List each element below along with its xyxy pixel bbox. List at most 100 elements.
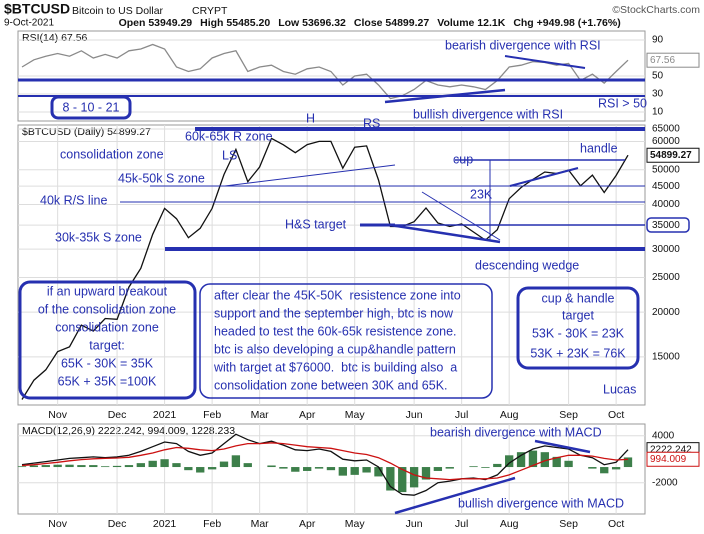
last-value-box	[646, 52, 700, 68]
series-line	[21, 442, 629, 481]
quote-item: Low 53696.32	[278, 17, 346, 29]
y-tick-label: 4000	[652, 430, 675, 441]
histogram-bar	[243, 463, 252, 468]
y-tick-label: 30	[652, 89, 664, 100]
histogram-bar	[481, 467, 490, 468]
annotations: bearish divergence with RSI 8 - 10 - 21 …	[38, 38, 647, 510]
histogram-bar	[41, 465, 50, 468]
quote-item: Volume 12.1K	[437, 17, 505, 29]
box-line: 65K - 30K = 35K	[61, 356, 154, 370]
last-value-label: 994.009	[650, 454, 687, 465]
last-value-label: 54899.27	[650, 150, 692, 161]
y-tick-label: 65000	[652, 124, 680, 135]
y-tick-label: 30000	[652, 244, 680, 255]
histogram-bar	[65, 464, 74, 468]
annotation: bearish divergence with MACD	[430, 425, 602, 439]
y-tick-label: 10	[652, 107, 664, 118]
annotation: H	[306, 111, 315, 125]
trend-line	[394, 476, 516, 515]
box-line: target:	[89, 338, 124, 352]
series-line	[21, 433, 629, 496]
histogram-bar	[552, 456, 561, 468]
note-box	[516, 286, 640, 370]
x-tick-label: Nov	[48, 409, 67, 421]
histogram-bar	[421, 467, 431, 480]
trend-line	[534, 439, 591, 454]
x-tick-label: Apr	[299, 518, 316, 530]
quote-item: High 55485.20	[200, 17, 270, 29]
panel-title: MACD(12,26,9) 2222.242, 994.009, 1228.23…	[22, 425, 235, 437]
annotation: 40k R/S line	[40, 193, 107, 207]
y-tick-label: 25000	[652, 272, 680, 283]
histogram-bar	[124, 465, 134, 468]
annotation: LS	[222, 148, 237, 162]
histogram-bar	[148, 460, 157, 468]
x-tick-label: Sep	[559, 409, 578, 421]
note-box	[18, 280, 197, 400]
x-tick-label: May	[345, 518, 366, 530]
histogram-bar	[540, 452, 549, 468]
histogram-bar	[29, 465, 39, 468]
histogram-bar	[267, 465, 276, 468]
wedge-line	[421, 191, 501, 241]
trend-line	[504, 55, 586, 69]
y-tick-label: 40000	[652, 199, 680, 210]
annotation: H&S target	[285, 217, 347, 231]
x-tick-label: Dec	[108, 409, 127, 421]
series-line	[21, 43, 629, 100]
quote-item: Chg +949.98 (+1.76%)	[513, 17, 620, 29]
annotation: 60k-65k R zone	[185, 129, 273, 143]
annotation: bearish divergence with RSI	[445, 38, 601, 52]
box-line: consolidation zone	[55, 320, 159, 334]
histogram-bar	[362, 467, 371, 473]
histogram-bar	[564, 460, 573, 468]
box-line: 53K + 23K = 76K	[530, 346, 626, 360]
box-line: btc is also developing a cup&handle patt…	[214, 342, 456, 356]
histogram-bar	[303, 467, 312, 471]
y-tick-label: 60000	[652, 136, 680, 147]
box-line: cup & handle	[542, 291, 615, 305]
x-tick-label: Jun	[406, 409, 423, 421]
x-tick-label: 2021	[153, 518, 177, 530]
neckline	[224, 164, 396, 187]
histogram-bar	[588, 467, 597, 469]
x-tick-label: Jul	[455, 409, 468, 421]
date: 9-Oct-2021	[4, 18, 54, 29]
last-value-box	[646, 147, 700, 163]
histogram-bar	[528, 450, 538, 468]
histogram-bar	[386, 467, 395, 491]
panel	[17, 124, 646, 406]
exchange: CRYPT	[192, 5, 228, 17]
y-tick-label: 50000	[652, 164, 680, 175]
histogram-bar	[101, 466, 110, 468]
annotation-lines	[18, 55, 690, 515]
histogram-bar	[600, 467, 609, 474]
box-line: with target at $76000. btc is building a…	[213, 360, 457, 374]
annotation: 23K	[470, 187, 493, 201]
x-tick-label: Aug	[500, 518, 519, 530]
histogram-bar	[196, 467, 205, 473]
quote: Open 53949.29 High 55485.20 Low 53696.32 Cl…	[104, 17, 629, 29]
quote-item: Close 54899.27	[354, 17, 429, 29]
annotation: 45k-50k S zone	[118, 171, 205, 185]
histogram-bar	[184, 467, 193, 471]
annotation: bullish divergence with MACD	[458, 496, 624, 510]
annotation: RS	[363, 116, 380, 130]
x-tick-label: Aug	[500, 409, 519, 421]
histogram-bar	[77, 465, 86, 468]
histogram-bar	[291, 467, 300, 472]
histogram-bar	[53, 464, 62, 468]
y-tick-label: 45000	[652, 181, 680, 192]
histogram-bar	[374, 467, 383, 477]
histogram-bar	[493, 463, 502, 468]
box-line: after clear the 45K-50K resistence zone …	[214, 288, 461, 302]
annotation: RSI > 50	[598, 96, 647, 110]
y-tick-label: 35000	[652, 220, 680, 231]
histogram-bar	[611, 467, 621, 470]
box-line: if an upward breakout	[47, 284, 168, 298]
x-tick-label: May	[345, 409, 366, 421]
box-line: 65K + 35K =100K	[58, 374, 157, 388]
histogram-bar	[445, 467, 454, 469]
y-tick-label: -2000	[652, 477, 678, 488]
